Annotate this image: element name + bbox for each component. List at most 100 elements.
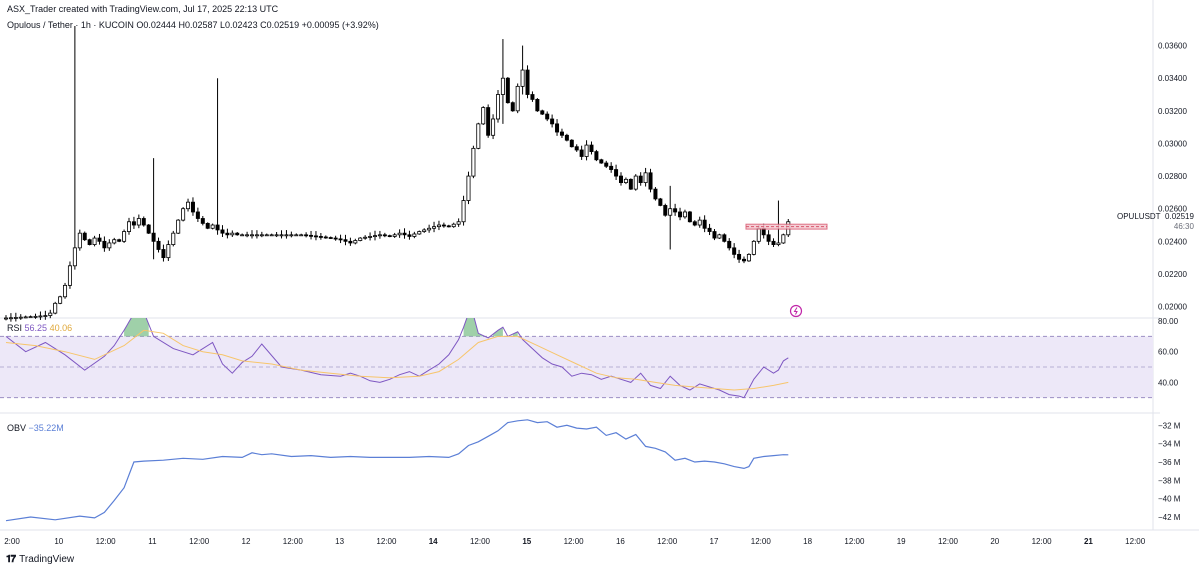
- candle: [510, 101, 515, 112]
- candle: [186, 198, 191, 212]
- candle: [284, 230, 289, 239]
- candle-body: [604, 162, 609, 167]
- time-tick: 12:00: [844, 537, 865, 546]
- current-price-label[interactable]: OPULUSDT 0.02519 46:30: [1117, 212, 1194, 232]
- candle: [653, 187, 658, 201]
- price-axis[interactable]: 0.03600 0.03400 0.03200 0.03000 0.02800 0.026…: [1158, 42, 1187, 312]
- time-axis[interactable]: 2:00 10 12:00 11 12:00 12 12:00 13 12:00 14 12:00 1…: [4, 537, 1146, 546]
- candle: [387, 234, 392, 238]
- candle-body: [520, 69, 525, 87]
- candle: [92, 235, 97, 247]
- candle-body: [550, 118, 555, 125]
- ohlc-low: L0.02423: [220, 20, 258, 30]
- price-tick: 0.03600: [1158, 42, 1187, 51]
- candle: [28, 315, 33, 319]
- rsi-legend[interactable]: RSI 56.25 40.06: [7, 323, 72, 333]
- candle-body: [377, 234, 382, 237]
- candle: [776, 200, 781, 247]
- candle-body: [461, 200, 466, 223]
- rsi-axis[interactable]: 80.00 60.00 40.00: [1158, 317, 1179, 387]
- candle-body: [18, 316, 23, 319]
- time-tick: 12:00: [376, 537, 397, 546]
- candle-body: [181, 208, 186, 221]
- candle: [112, 237, 117, 245]
- time-tick: 12:00: [283, 537, 304, 546]
- candle-body: [432, 226, 437, 229]
- candle: [550, 114, 555, 128]
- time-tick: 15: [522, 537, 531, 546]
- candle-body: [614, 169, 619, 177]
- candle-body: [559, 131, 564, 136]
- candle-body: [4, 317, 9, 320]
- candle-body: [653, 188, 658, 200]
- candle-body: [245, 234, 250, 237]
- candle: [456, 218, 461, 227]
- candle-body: [382, 234, 387, 237]
- price-tick: 0.02600: [1158, 205, 1187, 214]
- candle: [781, 233, 786, 244]
- candle-body: [427, 227, 432, 231]
- candle-body: [540, 110, 545, 115]
- candle: [348, 237, 353, 246]
- candle: [166, 240, 171, 261]
- candle-body: [589, 144, 594, 153]
- candle-body: [491, 118, 496, 136]
- obv-tick: −42 M: [1158, 513, 1181, 522]
- candle: [633, 174, 638, 191]
- candle: [38, 311, 43, 320]
- rsi-legend-value: 56.25: [24, 323, 48, 333]
- rsi-ma-line[interactable]: [5, 329, 789, 391]
- candle-body: [166, 244, 171, 259]
- obv-legend[interactable]: OBV −35.22M: [7, 423, 64, 433]
- candle-body: [220, 229, 225, 234]
- candle-body: [294, 234, 299, 237]
- candle: [259, 231, 264, 238]
- candle: [751, 240, 756, 256]
- time-tick: 16: [616, 537, 625, 546]
- candle-body: [515, 85, 520, 112]
- tradingview-logo[interactable]: 𝟏𝟕 TradingView: [6, 554, 74, 565]
- candle-body: [63, 284, 68, 298]
- candle: [127, 217, 132, 235]
- candle: [141, 216, 146, 227]
- candle-body: [186, 201, 191, 210]
- candle-body: [215, 224, 220, 231]
- candle-body: [122, 231, 127, 242]
- candle: [535, 98, 540, 112]
- rsi-overbought-area: [512, 331, 518, 337]
- event-marker-icon[interactable]: [789, 304, 803, 318]
- symbol-legend[interactable]: Opulous / Tether · 1h · KUCOIN O0.02444 …: [7, 20, 379, 30]
- candle-body: [82, 232, 87, 241]
- candle-body: [53, 302, 58, 314]
- ohlc-close: C0.02519: [260, 20, 300, 30]
- candle-body: [43, 315, 48, 317]
- candle: [264, 233, 269, 237]
- candle-body: [466, 175, 471, 201]
- time-tick: 13: [335, 537, 344, 546]
- candlestick-series[interactable]: [4, 26, 791, 322]
- rsi-line[interactable]: [5, 312, 789, 399]
- candle: [491, 114, 496, 140]
- candle-body: [274, 234, 279, 237]
- candle: [156, 237, 161, 253]
- candle: [476, 122, 481, 150]
- obv-line[interactable]: [5, 419, 789, 522]
- rsi-legend-ma: 40.06: [49, 323, 73, 333]
- time-tick: 11: [148, 537, 157, 546]
- time-tick: 12:00: [189, 537, 210, 546]
- candle: [215, 78, 220, 235]
- obv-axis[interactable]: −32 M −34 M −36 M −38 M −40 M −42 M: [1158, 421, 1181, 522]
- time-tick: 14: [429, 537, 438, 546]
- candle-body: [599, 159, 604, 164]
- candle-body: [249, 234, 254, 237]
- candle: [269, 233, 274, 237]
- candle: [13, 312, 18, 322]
- candle: [333, 235, 338, 241]
- candle-body: [8, 317, 13, 320]
- creator-note: ASX_Trader created with TradingView.com,…: [7, 4, 279, 14]
- candle-body: [446, 225, 451, 228]
- candle: [609, 162, 614, 173]
- candle: [574, 144, 579, 152]
- time-tick: 12:00: [564, 537, 585, 546]
